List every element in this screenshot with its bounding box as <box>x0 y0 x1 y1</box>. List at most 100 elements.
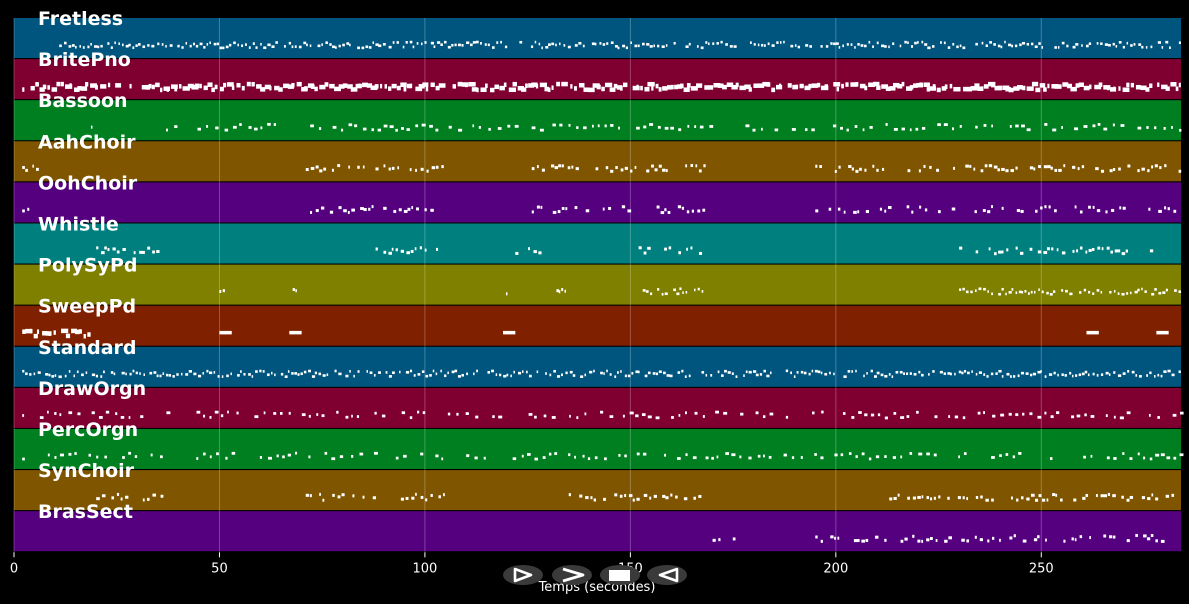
note-mark <box>664 208 667 212</box>
note-mark <box>690 246 693 250</box>
note-mark <box>241 44 244 48</box>
note-mark <box>794 44 797 47</box>
note-mark <box>396 41 399 44</box>
note-mark <box>713 83 721 88</box>
note-mark <box>420 167 424 171</box>
note-mark <box>843 210 846 214</box>
note-mark <box>406 128 410 132</box>
note-mark <box>149 371 153 375</box>
note-mark <box>799 83 804 89</box>
note-mark <box>74 45 77 49</box>
note-mark <box>128 416 131 419</box>
note-mark <box>306 43 308 47</box>
note-mark <box>984 164 988 168</box>
note-mark <box>401 411 406 415</box>
note-mark <box>731 453 736 457</box>
note-mark <box>627 209 632 213</box>
note-mark <box>539 128 544 132</box>
note-mark <box>199 42 203 46</box>
note-mark <box>331 45 336 49</box>
rewind-button[interactable] <box>647 565 687 585</box>
note-mark <box>962 416 966 420</box>
note-mark <box>606 42 609 45</box>
track-band-polysypd <box>14 264 1181 305</box>
note-mark <box>764 44 766 47</box>
stop-square-icon <box>609 570 630 581</box>
note-mark <box>1089 536 1092 540</box>
note-mark <box>448 125 452 129</box>
note-mark <box>748 370 752 374</box>
note-mark <box>264 84 271 90</box>
note-mark <box>1115 45 1118 48</box>
note-mark <box>510 374 512 378</box>
note-mark <box>997 85 1002 91</box>
note-mark <box>373 374 376 377</box>
note-mark <box>820 539 823 543</box>
note-mark <box>924 208 928 212</box>
note-mark <box>495 373 498 376</box>
note-mark <box>430 41 435 45</box>
note-mark <box>1013 86 1020 91</box>
note-mark <box>1160 539 1165 543</box>
note-mark <box>600 410 604 414</box>
note-mark <box>1043 251 1048 255</box>
note-mark <box>125 44 129 48</box>
note-mark <box>851 167 855 171</box>
note-mark <box>457 375 461 378</box>
note-mark <box>1041 290 1044 294</box>
note-mark <box>1071 415 1075 419</box>
note-mark <box>855 369 857 373</box>
note-mark <box>825 45 829 48</box>
note-mark <box>712 42 715 45</box>
note-mark <box>94 45 98 48</box>
note-mark <box>729 45 733 48</box>
note-mark <box>1163 126 1166 130</box>
note-mark <box>96 246 99 250</box>
note-mark <box>504 45 508 49</box>
note-mark <box>233 41 236 45</box>
note-mark <box>1065 289 1068 293</box>
note-mark <box>992 536 995 540</box>
note-mark <box>36 329 40 334</box>
note-mark <box>206 369 209 373</box>
note-mark <box>490 87 495 93</box>
note-mark <box>1106 456 1110 460</box>
note-mark <box>584 373 587 377</box>
fast-forward-button[interactable] <box>552 565 592 585</box>
note-mark <box>808 372 811 376</box>
note-mark <box>1135 533 1138 537</box>
play-button[interactable] <box>503 565 543 585</box>
note-mark <box>22 457 25 461</box>
note-mark <box>1030 42 1034 46</box>
note-mark <box>636 452 640 456</box>
note-mark <box>1001 167 1005 171</box>
note-mark <box>989 41 992 44</box>
note-mark <box>219 289 222 293</box>
note-mark <box>561 81 568 87</box>
note-mark <box>347 84 353 89</box>
note-mark <box>1052 128 1057 132</box>
note-mark <box>1158 291 1162 295</box>
note-mark <box>854 46 856 49</box>
note-mark <box>54 456 57 459</box>
note-mark <box>575 167 579 171</box>
note-mark <box>991 205 993 209</box>
note-mark <box>956 45 959 49</box>
note-mark <box>622 82 628 88</box>
note-mark <box>274 373 276 377</box>
note-mark <box>113 372 116 376</box>
note-mark <box>237 374 240 377</box>
stop-button[interactable] <box>600 565 640 585</box>
note-mark <box>859 167 862 171</box>
note-mark <box>1121 292 1125 296</box>
note-mark <box>785 415 789 419</box>
note-mark <box>974 289 977 293</box>
note-mark <box>998 250 1002 254</box>
note-mark <box>22 369 25 373</box>
note-mark <box>582 44 585 48</box>
note-mark <box>993 165 998 169</box>
note-mark <box>522 370 524 373</box>
note-mark <box>441 457 444 461</box>
note-mark <box>42 84 47 90</box>
